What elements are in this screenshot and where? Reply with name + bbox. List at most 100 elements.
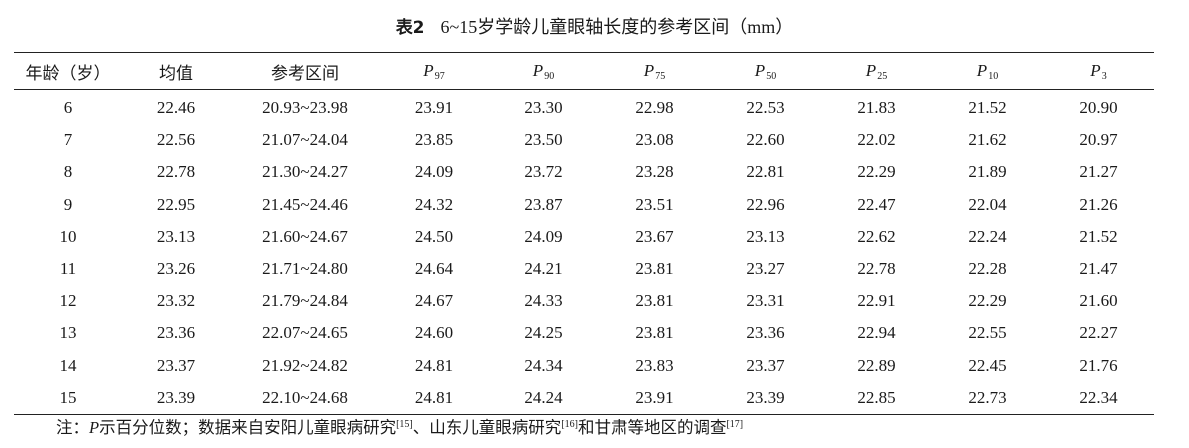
table-cell: 24.09 (524, 226, 563, 246)
table-footnote: 注：P示百分位数；数据来自安阳儿童眼病研究[15]、山东儿童眼病研究[16]和甘… (56, 413, 743, 440)
percentile-symbol: P (976, 60, 988, 80)
table-cell: 22.45 (968, 355, 1007, 375)
table-cell: 23.36 (746, 323, 785, 343)
table-cell: 20.97 (1079, 130, 1118, 150)
table-cell: 24.81 (414, 355, 454, 375)
footnote-ref-16[interactable]: [16] (561, 419, 578, 430)
table-cell: 23.32 (156, 291, 196, 311)
table-cell: 23.08 (635, 130, 674, 150)
percentile-subscript: 50 (766, 70, 777, 82)
table-cell: 22.47 (857, 194, 896, 214)
table-cell: 23.81 (635, 323, 674, 343)
table-cell: 21.83 (857, 98, 896, 118)
table-cell: 22.02 (857, 130, 896, 150)
percentile-symbol: P (532, 60, 544, 80)
table-cell: 24.21 (524, 259, 563, 279)
table-cell: 23.50 (524, 130, 563, 150)
table-cell: 23.85 (414, 130, 454, 150)
column-header: 参考区间 (271, 63, 339, 83)
table-cell: 22.53 (746, 98, 785, 118)
table-cell: 15 (59, 387, 77, 407)
table-cell: 24.32 (414, 194, 454, 214)
table-cell: 23.81 (635, 259, 674, 279)
table-cell: 22.73 (968, 387, 1007, 407)
table-cell: 22.89 (857, 355, 896, 375)
reference-table: 年龄（岁） 均值 参考区间 P97 P90 P75 P50 P25 P10 P3 6 22.46 20… (14, 52, 1154, 415)
table-cell: 23.51 (635, 194, 674, 214)
table-cell: 23.91 (635, 387, 674, 407)
table-cell: 22.29 (968, 291, 1007, 311)
table-cell: 21.26 (1079, 194, 1118, 214)
table-cell: 23.30 (524, 98, 563, 118)
column-header: P90 (488, 53, 599, 90)
table-cell: 10 (59, 226, 77, 246)
table-cell: 24.09 (414, 162, 454, 182)
column-header: P50 (710, 53, 821, 90)
table-row: 12 23.32 21.79~24.84 24.67 24.33 23.81 23.31 22… (14, 285, 1154, 317)
table-cell: 22.29 (857, 162, 896, 182)
table-cell: 23.27 (746, 259, 785, 279)
percentile-subscript: 10 (988, 70, 999, 82)
table-cell: 20.90 (1079, 98, 1118, 118)
table-cell: 12 (59, 291, 77, 311)
footnote-ref-17[interactable]: [17] (726, 419, 744, 430)
table-cell: 13 (59, 323, 77, 343)
table-cell: 22.24 (968, 226, 1007, 246)
table-cell: 22.78 (857, 259, 896, 279)
percentile-subscript: 3 (1101, 70, 1107, 82)
table-cell: 21.27 (1079, 162, 1118, 182)
table-cell: 22.94 (857, 323, 896, 343)
table-caption-title: 6~15岁学龄儿童眼轴长度的参考区间 (440, 17, 730, 37)
percentile-subscript: 90 (544, 70, 555, 82)
table-cell: 22.56 (156, 130, 196, 150)
table-cell: 22.96 (746, 194, 785, 214)
column-header: P75 (599, 53, 710, 90)
table-cell: 23.81 (635, 291, 674, 311)
table-cell: 11 (59, 259, 77, 279)
table-cell: 22.28 (968, 259, 1007, 279)
table-cell: 23.67 (635, 226, 674, 246)
footnote-symbol: P (89, 418, 100, 437)
table-row: 10 23.13 21.60~24.67 24.50 24.09 23.67 23.13 22… (14, 221, 1154, 253)
table-cell: 21.79~24.84 (262, 291, 348, 311)
percentile-subscript: 97 (434, 70, 445, 82)
table-cell: 22.04 (968, 194, 1007, 214)
table-cell: 21.52 (968, 98, 1007, 118)
table-cell: 24.50 (414, 226, 454, 246)
column-header: P97 (380, 53, 488, 90)
table-cell: 24.64 (414, 259, 454, 279)
column-header: 均值 (159, 63, 193, 83)
table-cell: 23.91 (414, 98, 454, 118)
percentile-symbol: P (865, 60, 877, 80)
table-cell: 24.67 (414, 291, 454, 311)
column-header: P3 (1043, 53, 1154, 90)
footnote-ref-15[interactable]: [15] (396, 419, 413, 430)
table-cell: 21.60~24.67 (262, 226, 348, 246)
table-cell: 23.13 (156, 226, 196, 246)
table-cell: 22.55 (968, 323, 1007, 343)
table-row: 11 23.26 21.71~24.80 24.64 24.21 23.81 23.27 22… (14, 253, 1154, 285)
table-cell: 22.85 (857, 387, 896, 407)
table-cell: 22.78 (156, 162, 196, 182)
table-cell: 22.07~24.65 (262, 323, 348, 343)
table-row: 14 23.37 21.92~24.82 24.81 24.34 23.83 23.37 22… (14, 350, 1154, 382)
table-header: 年龄（岁） 均值 参考区间 P97 P90 P75 P50 P25 P10 P3 (14, 52, 1154, 90)
table-cell: 22.34 (1079, 387, 1118, 407)
table-row: 8 22.78 21.30~24.27 24.09 23.72 23.28 22.81 22.… (14, 156, 1154, 188)
table-cell: 21.76 (1079, 355, 1118, 375)
table-cell: 23.26 (156, 259, 196, 279)
table-row: 13 23.36 22.07~24.65 24.60 24.25 23.81 23.36 22… (14, 317, 1154, 349)
table-cell: 21.45~24.46 (262, 194, 348, 214)
table-cell: 22.46 (156, 98, 196, 118)
table-cell: 22.27 (1079, 323, 1118, 343)
table-cell: 24.34 (524, 355, 563, 375)
table-cell: 23.31 (746, 291, 785, 311)
column-header: P25 (821, 53, 932, 90)
table-cell: 21.30~24.27 (262, 162, 348, 182)
footnote-prefix: 注： (56, 418, 89, 437)
table-cell: 23.13 (746, 226, 785, 246)
footnote-text-1: 示百分位数；数据来自安阳儿童眼病研究 (99, 418, 397, 437)
table-cell: 23.39 (156, 387, 196, 407)
table-cell: 22.91 (857, 291, 896, 311)
table-cell: 22.60 (746, 130, 785, 150)
